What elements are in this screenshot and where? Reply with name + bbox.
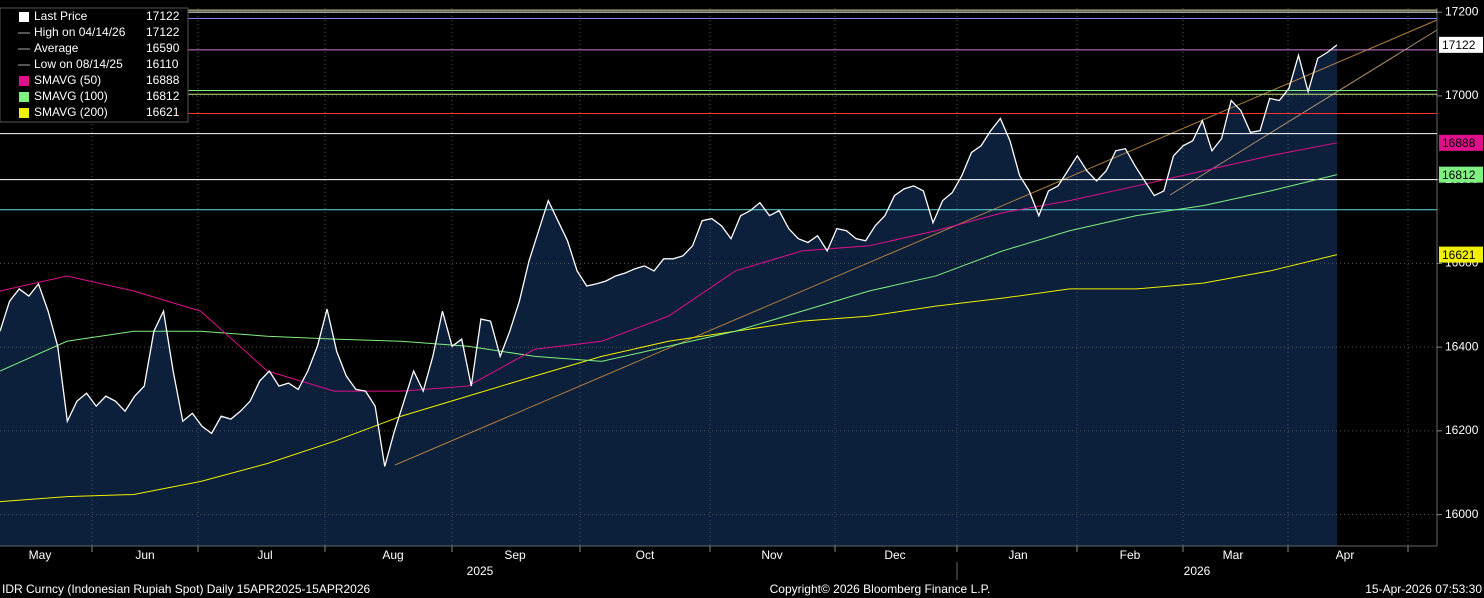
- x-tick-label: Oct: [636, 548, 655, 562]
- year-label: 2026: [1184, 564, 1211, 578]
- y-tick-label: 16000: [1445, 507, 1479, 521]
- x-tick-label: Feb: [1120, 548, 1141, 562]
- y-tick-label: 17000: [1445, 88, 1479, 102]
- value-tag-label: 16888: [1442, 136, 1476, 150]
- legend-value: 16110: [146, 57, 179, 71]
- legend-label: Average: [34, 41, 79, 55]
- legend-value: 17122: [146, 9, 180, 23]
- x-tick-label: Dec: [884, 548, 905, 562]
- x-tick-label: Jul: [257, 548, 272, 562]
- legend-label: SMAVG (50): [34, 73, 101, 87]
- trend-line: [1169, 29, 1438, 196]
- x-tick-label: Aug: [382, 548, 403, 562]
- year-label: 2025: [467, 564, 494, 578]
- legend-label: SMAVG (200): [34, 105, 108, 119]
- footer-center: Copyright© 2026 Bloomberg Finance L.P.: [770, 582, 991, 596]
- legend-value: 17122: [146, 25, 180, 39]
- legend-value: 16812: [146, 89, 180, 103]
- y-tick-label: 17200: [1445, 4, 1479, 18]
- footer-right: 15-Apr-2026 07:53:30: [1365, 582, 1482, 596]
- x-tick-label: Jun: [135, 548, 154, 562]
- series-line: [0, 44, 1338, 467]
- legend-value: 16888: [146, 73, 180, 87]
- footer-left: IDR Curncy (Indonesian Rupiah Spot) Dail…: [2, 582, 371, 596]
- legend-value: 16590: [146, 41, 180, 55]
- value-tag-label: 16812: [1442, 168, 1476, 182]
- y-tick-label: 16400: [1445, 339, 1479, 353]
- legend-value: 16621: [146, 105, 180, 119]
- legend-label: Last Price: [34, 9, 88, 23]
- value-tag: [1439, 166, 1483, 183]
- x-tick-label: Jan: [1008, 548, 1027, 562]
- legend-marker: [19, 12, 29, 22]
- legend-marker: [19, 108, 29, 118]
- value-tag-label: 16621: [1442, 248, 1476, 262]
- y-tick-label: 16200: [1445, 423, 1479, 437]
- x-tick-label: Sep: [504, 548, 526, 562]
- legend-label: SMAVG (100): [34, 89, 108, 103]
- value-tag: [1439, 246, 1483, 263]
- legend-box: [0, 7, 189, 123]
- legend-label: Low on 08/14/25: [34, 57, 123, 71]
- series-line: [0, 254, 1338, 503]
- value-tag: [1439, 134, 1483, 151]
- x-tick-label: Nov: [761, 548, 782, 562]
- legend-marker: [19, 92, 29, 102]
- legend-marker: [19, 76, 29, 86]
- legend-label: High on 04/14/26: [34, 25, 126, 39]
- x-tick-label: Apr: [1336, 548, 1355, 562]
- plot-area: [0, 8, 1437, 547]
- x-tick-label: May: [29, 548, 52, 562]
- price-area: [0, 44, 1337, 547]
- value-tag: [1439, 36, 1483, 53]
- x-tick-label: Mar: [1223, 548, 1244, 562]
- value-tag-label: 17122: [1442, 38, 1476, 52]
- series-line: [0, 142, 1338, 392]
- series-line: [0, 174, 1338, 372]
